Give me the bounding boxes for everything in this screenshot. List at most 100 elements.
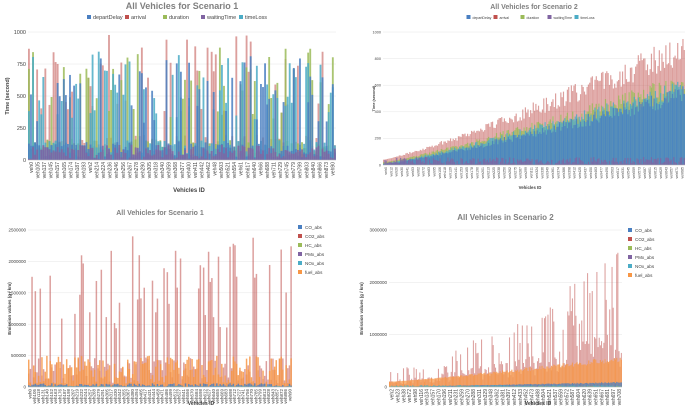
bar-fuel_abs (86, 366, 87, 387)
bar-fuel_abs (198, 359, 199, 387)
bar-duration (137, 54, 139, 160)
bar-fuel_abs (529, 367, 530, 387)
bar-fuel_abs (446, 378, 447, 387)
legend-swatch (298, 225, 302, 229)
bar-departDelay (512, 142, 513, 165)
bar-fuel_abs (234, 361, 235, 387)
x-tick-label: veh246 (114, 162, 120, 179)
x-axis-title: Vehicles ID (519, 185, 542, 190)
bar-fuel_abs (150, 379, 151, 387)
bar-CO_abs (238, 384, 239, 387)
bar-departDelay (100, 58, 102, 160)
bar-waitingTime (609, 161, 610, 165)
bar-fuel_abs (157, 360, 158, 387)
bar-fuel_abs (502, 370, 503, 387)
y-tick-label: 750 (17, 62, 26, 68)
bar-waitingTime (526, 159, 527, 165)
bar-departDelay (625, 110, 626, 165)
bar-waitingTime (239, 151, 241, 160)
bar-fuel_abs (515, 370, 516, 387)
x-tick-label: veh517 (616, 167, 620, 179)
bar-CO2_abs (132, 236, 133, 387)
bar-waitingTime (471, 160, 472, 165)
bar-fuel_abs (114, 364, 115, 387)
bar-departDelay (560, 131, 561, 165)
bar-timeLoss (254, 119, 256, 160)
x-tick-label: veh83 (427, 167, 431, 177)
bar-departDelay (681, 101, 682, 165)
bar-waitingTime (305, 157, 307, 160)
bar-departDelay (664, 98, 665, 165)
bar-waitingTime (457, 161, 458, 165)
bar-departDelay (250, 56, 252, 160)
bar-waitingTime (527, 159, 528, 165)
bar-timeLoss (104, 71, 106, 160)
y-axis-title: Emission values (g / km) (7, 282, 12, 335)
bar-waitingTime (426, 157, 427, 165)
bar-waitingTime (297, 150, 299, 160)
bar-departDelay (646, 102, 647, 165)
bar-departDelay (611, 118, 612, 165)
bar-waitingTime (479, 162, 480, 165)
bar-waitingTime (223, 153, 225, 160)
y-tick-label: 1000 (14, 30, 26, 36)
bar-fuel_abs (249, 356, 250, 387)
bar-waitingTime (40, 150, 42, 160)
bar-fuel_abs (181, 376, 182, 387)
bar-CO_abs (195, 384, 196, 387)
bar-departDelay (69, 75, 71, 160)
bar-fuel_abs (218, 374, 219, 387)
bar-fuel_abs (89, 362, 90, 387)
bar-fuel_abs (453, 377, 454, 387)
bar-waitingTime (408, 160, 409, 165)
x-tick-label: veh287 (519, 167, 523, 179)
legend-label: fuel_abs (635, 273, 653, 278)
bar-waitingTime (668, 158, 669, 165)
bar-departDelay (585, 126, 586, 165)
bar-departDelay (459, 149, 460, 165)
bar-waitingTime (34, 155, 36, 160)
x-tick-label: veh105 (36, 162, 42, 179)
bar-waitingTime (137, 148, 139, 160)
x-tick-label: veh318 (154, 162, 160, 179)
bar-departDelay (141, 73, 143, 160)
bar-waitingTime (79, 145, 81, 160)
bar-departDelay (533, 136, 534, 165)
bar-departDelay (235, 157, 237, 160)
x-tick-label: veh554 (232, 162, 238, 179)
bar-departDelay (244, 62, 246, 160)
bar-waitingTime (392, 163, 393, 165)
bar-waitingTime (184, 150, 186, 160)
legend-label: fuel_abs (305, 270, 323, 275)
bar-waitingTime (638, 160, 639, 165)
bar-waitingTime (636, 158, 637, 165)
y-tick-label: 800 (375, 57, 381, 61)
bar-CO_abs (514, 384, 515, 387)
bar-CO_abs (203, 383, 204, 387)
bar-waitingTime (652, 162, 653, 165)
legend-swatch (628, 255, 632, 259)
bar-CO_abs (31, 385, 32, 387)
bar-waitingTime (147, 153, 149, 160)
bar-waitingTime (291, 154, 293, 160)
bar-fuel_abs (537, 369, 538, 387)
bar-departDelay (534, 131, 535, 165)
chart-title: All Vehicles for Scenario 2 (490, 4, 578, 11)
bar-waitingTime (460, 158, 461, 165)
bar-fuel_abs (239, 368, 240, 387)
bar-waitingTime (328, 154, 330, 160)
bar-waitingTime (279, 154, 281, 160)
bar-fuel_abs (593, 360, 594, 387)
bar-CO_abs (615, 383, 616, 387)
bar-duration (182, 99, 184, 160)
bar-waitingTime (501, 158, 502, 165)
legend-label: departDelay (473, 16, 492, 20)
bar-fuel_abs (163, 382, 164, 387)
bar-departDelay (547, 130, 548, 165)
bar-CO_abs (577, 383, 578, 387)
bar-departDelay (610, 116, 611, 165)
bar-departDelay (648, 103, 649, 165)
bar-fuel_abs (395, 381, 396, 387)
bar-fuel_abs (78, 358, 79, 387)
bar-fuel_abs (107, 369, 108, 387)
